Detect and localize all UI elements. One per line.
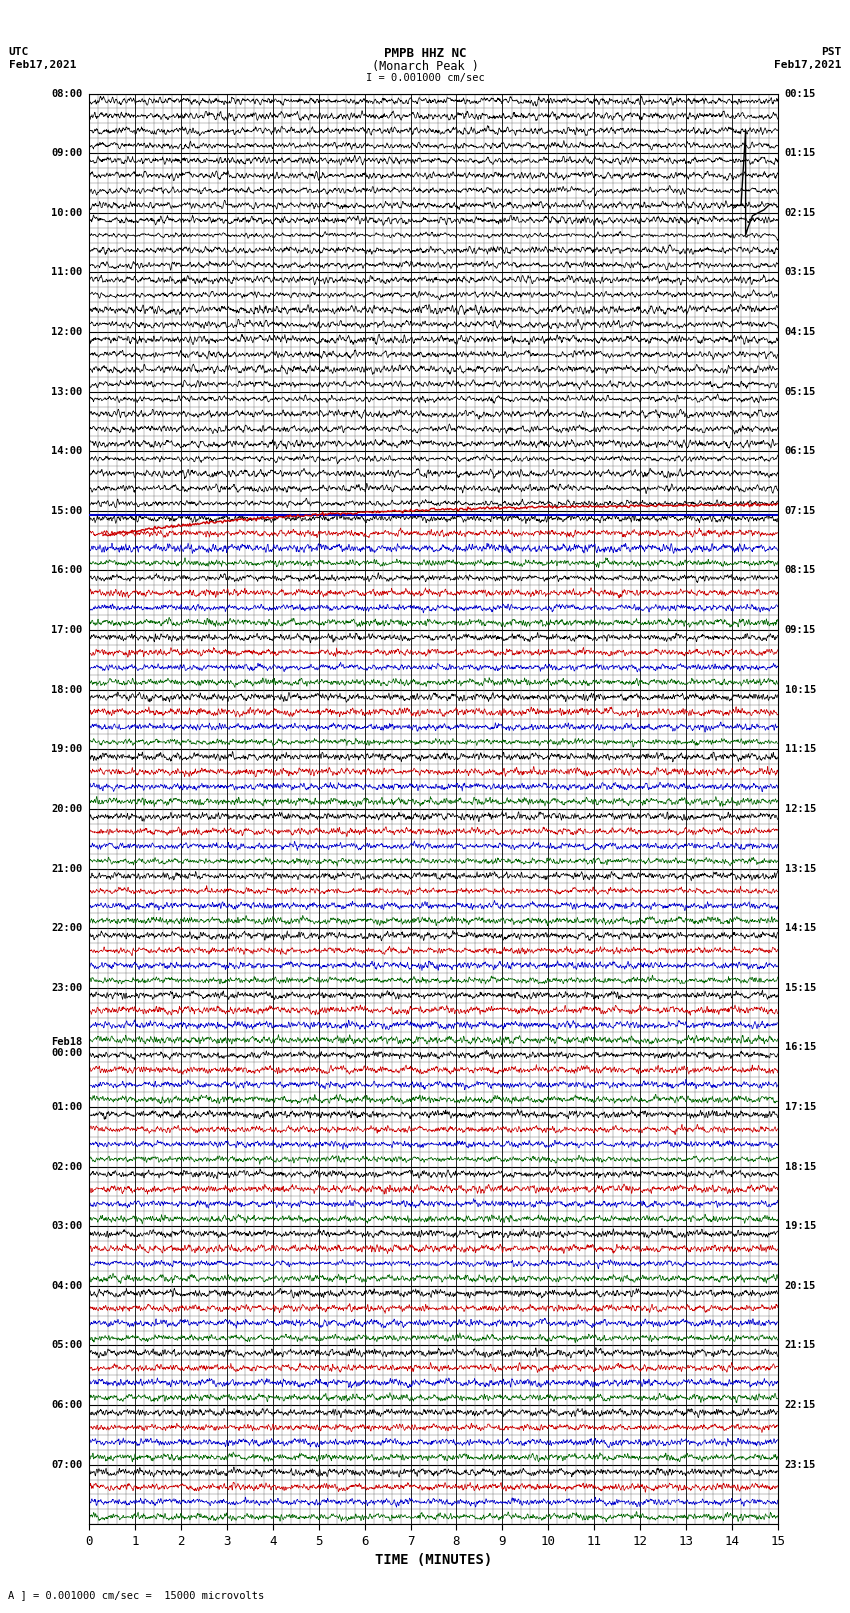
Text: 22:15: 22:15 <box>785 1400 816 1410</box>
Text: 19:00: 19:00 <box>51 744 82 755</box>
Text: 09:00: 09:00 <box>51 148 82 158</box>
Text: 01:15: 01:15 <box>785 148 816 158</box>
Text: Feb17,2021: Feb17,2021 <box>774 60 842 69</box>
Text: 10:00: 10:00 <box>51 208 82 218</box>
Text: 14:00: 14:00 <box>51 447 82 456</box>
Text: 15:00: 15:00 <box>51 506 82 516</box>
Text: 18:00: 18:00 <box>51 684 82 695</box>
Text: 03:15: 03:15 <box>785 268 816 277</box>
Text: Feb17,2021: Feb17,2021 <box>8 60 76 69</box>
Text: 09:15: 09:15 <box>785 626 816 636</box>
Text: (Monarch Peak ): (Monarch Peak ) <box>371 60 479 73</box>
Text: 16:15: 16:15 <box>785 1042 816 1052</box>
Text: 20:00: 20:00 <box>51 803 82 815</box>
Text: 05:15: 05:15 <box>785 387 816 397</box>
Text: 02:15: 02:15 <box>785 208 816 218</box>
Text: 10:15: 10:15 <box>785 684 816 695</box>
Text: UTC: UTC <box>8 47 29 56</box>
Text: 13:15: 13:15 <box>785 863 816 874</box>
Text: 18:15: 18:15 <box>785 1161 816 1171</box>
Text: PMPB HHZ NC: PMPB HHZ NC <box>383 47 467 60</box>
Text: 06:15: 06:15 <box>785 447 816 456</box>
Text: 07:00: 07:00 <box>51 1460 82 1469</box>
Text: 01:00: 01:00 <box>51 1102 82 1111</box>
Text: A ] = 0.001000 cm/sec =  15000 microvolts: A ] = 0.001000 cm/sec = 15000 microvolts <box>8 1590 264 1600</box>
Text: 17:15: 17:15 <box>785 1102 816 1111</box>
Text: 13:00: 13:00 <box>51 387 82 397</box>
Text: 04:00: 04:00 <box>51 1281 82 1290</box>
Text: 17:00: 17:00 <box>51 626 82 636</box>
Text: 21:15: 21:15 <box>785 1340 816 1350</box>
Text: 19:15: 19:15 <box>785 1221 816 1231</box>
Text: 22:00: 22:00 <box>51 923 82 934</box>
Text: 23:15: 23:15 <box>785 1460 816 1469</box>
Text: 07:15: 07:15 <box>785 506 816 516</box>
Text: 12:15: 12:15 <box>785 803 816 815</box>
Text: 11:00: 11:00 <box>51 268 82 277</box>
Text: I = 0.001000 cm/sec: I = 0.001000 cm/sec <box>366 73 484 82</box>
Text: 08:00: 08:00 <box>51 89 82 98</box>
Text: 21:00: 21:00 <box>51 863 82 874</box>
Text: 02:00: 02:00 <box>51 1161 82 1171</box>
Text: 14:15: 14:15 <box>785 923 816 934</box>
Text: 12:00: 12:00 <box>51 327 82 337</box>
Text: 08:15: 08:15 <box>785 566 816 576</box>
Text: 11:15: 11:15 <box>785 744 816 755</box>
Text: 04:15: 04:15 <box>785 327 816 337</box>
X-axis label: TIME (MINUTES): TIME (MINUTES) <box>375 1553 492 1568</box>
Text: 06:00: 06:00 <box>51 1400 82 1410</box>
Text: 05:00: 05:00 <box>51 1340 82 1350</box>
Text: PST: PST <box>821 47 842 56</box>
Text: 03:00: 03:00 <box>51 1221 82 1231</box>
Text: Feb18
00:00: Feb18 00:00 <box>51 1037 82 1058</box>
Text: 00:15: 00:15 <box>785 89 816 98</box>
Text: 23:00: 23:00 <box>51 982 82 992</box>
Text: 16:00: 16:00 <box>51 566 82 576</box>
Text: 20:15: 20:15 <box>785 1281 816 1290</box>
Text: 15:15: 15:15 <box>785 982 816 992</box>
